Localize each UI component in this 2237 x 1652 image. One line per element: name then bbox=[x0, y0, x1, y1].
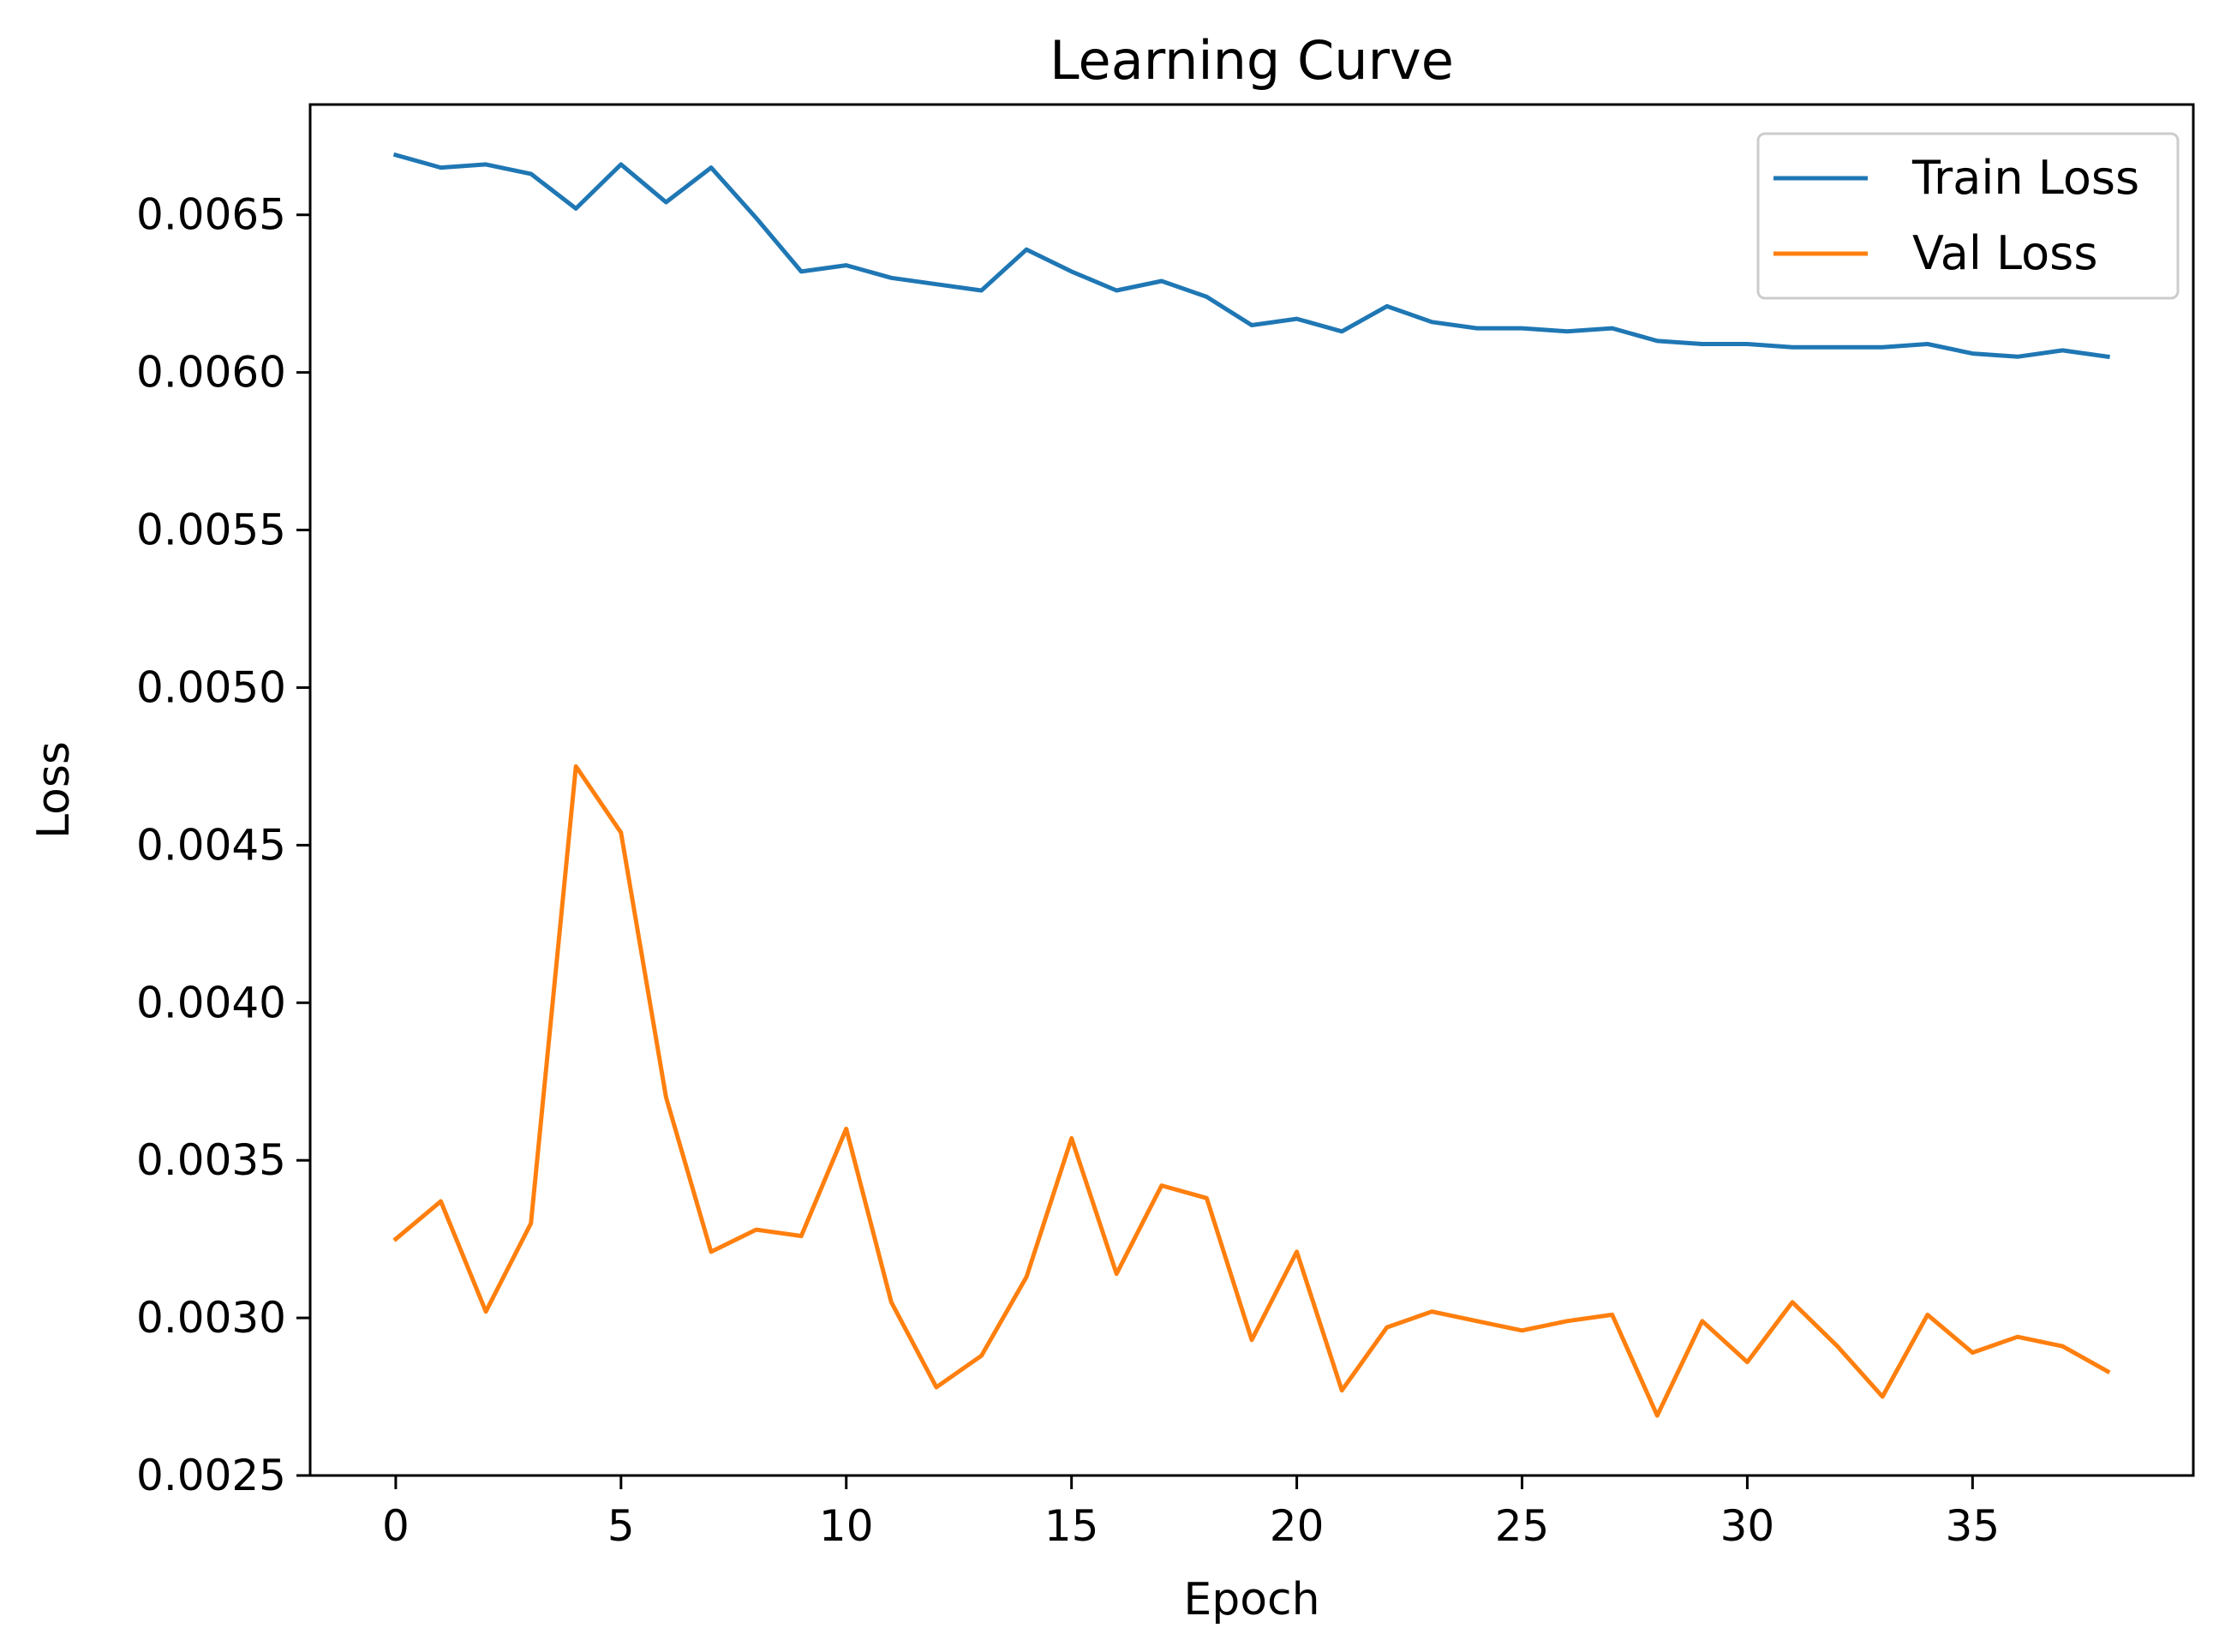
y-tick-label: 0.0030 bbox=[136, 1293, 286, 1343]
x-tick-label: 10 bbox=[819, 1501, 874, 1551]
y-tick-label: 0.0050 bbox=[136, 662, 286, 712]
x-tick-label: 5 bbox=[607, 1501, 635, 1551]
x-tick-label: 0 bbox=[382, 1501, 410, 1551]
chart-title: Learning Curve bbox=[1050, 29, 1454, 92]
x-tick-label: 20 bbox=[1270, 1501, 1325, 1551]
series-line-train-loss bbox=[392, 152, 2110, 360]
y-tick-label: 0.0025 bbox=[136, 1451, 286, 1500]
x-tick-label: 35 bbox=[1946, 1501, 2001, 1551]
x-tick-label: 25 bbox=[1495, 1501, 1550, 1551]
series-layer bbox=[392, 152, 2111, 1418]
y-axis-ticks: 0.0025 0.0030 0.0035 0.0040 0.0045 0.0050 0.00… bbox=[136, 190, 310, 1500]
y-tick-label: 0.0040 bbox=[136, 978, 286, 1027]
y-tick-label: 0.0060 bbox=[136, 348, 286, 398]
x-axis-ticks: 0 5 10 15 20 25 30 35 bbox=[382, 1475, 2000, 1551]
legend-label: Train Loss bbox=[1911, 151, 2139, 205]
legend-box bbox=[1756, 132, 2180, 300]
x-tick-label: 30 bbox=[1720, 1501, 1775, 1551]
y-tick-label: 0.0045 bbox=[136, 820, 286, 870]
x-axis-label: Epoch bbox=[1183, 1574, 1319, 1625]
y-tick-label: 0.0055 bbox=[136, 506, 286, 555]
plot-area-frame bbox=[308, 103, 2195, 1477]
y-axis-label: Loss bbox=[28, 741, 80, 839]
legend-label: Val Loss bbox=[1912, 226, 2097, 280]
legend: Train Loss Val Loss bbox=[1756, 132, 2180, 300]
y-tick-label: 0.0065 bbox=[136, 190, 286, 240]
series-line-val-loss bbox=[392, 763, 2111, 1418]
y-tick-label: 0.0035 bbox=[136, 1135, 286, 1185]
x-tick-label: 15 bbox=[1044, 1501, 1099, 1551]
